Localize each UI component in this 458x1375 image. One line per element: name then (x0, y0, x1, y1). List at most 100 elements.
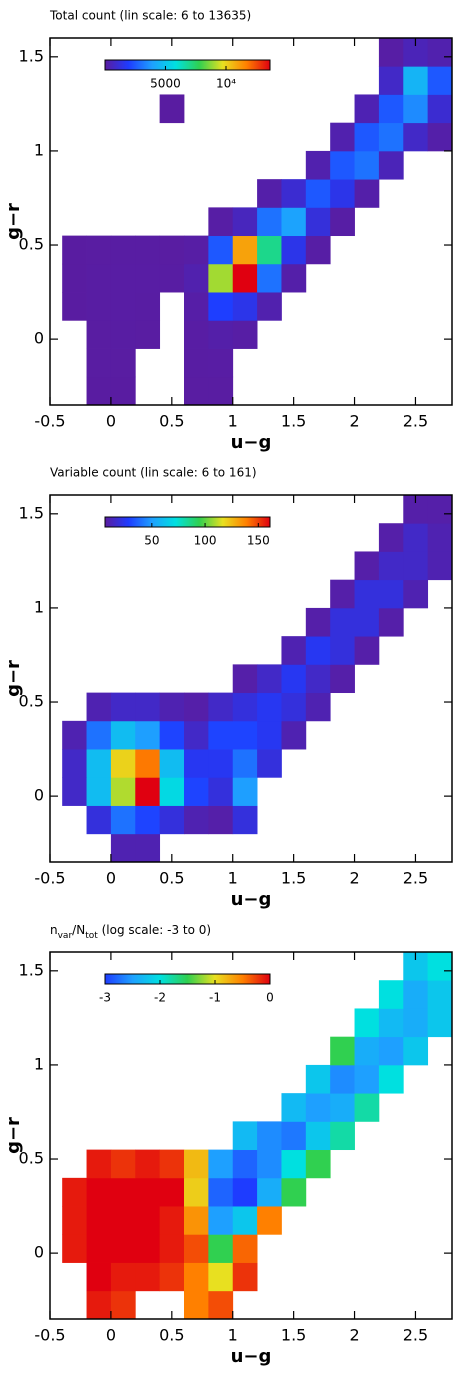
heat-cell (403, 122, 429, 152)
y-tick-label: 0.5 (19, 235, 44, 254)
heat-cell (403, 551, 429, 581)
colorbar (104, 516, 271, 528)
heat-cell (208, 348, 234, 378)
heat-cell (86, 348, 112, 378)
x-tick-label: 1.5 (281, 1326, 306, 1345)
heat-cell (257, 263, 282, 293)
heat-cell (281, 207, 307, 237)
heat-cell (184, 320, 209, 349)
heat-cell (378, 523, 404, 552)
x-tick-label: -0.5 (34, 869, 65, 888)
x-tick-label: 1 (228, 412, 238, 431)
colorbar (104, 973, 271, 985)
heat-cell (281, 692, 307, 722)
heat-cell (281, 636, 307, 665)
heat-cell (110, 320, 136, 349)
heat-cell (86, 1149, 112, 1179)
heat-cell (86, 805, 112, 835)
heat-cell (110, 1177, 136, 1207)
heat-cell (86, 376, 112, 406)
panel-title: Variable count (lin scale: 6 to 161) (50, 466, 257, 480)
heat-cell (232, 1262, 258, 1292)
y-axis-label: g−r (3, 203, 24, 240)
y-tick-label: 0.5 (19, 692, 44, 711)
colorbar-tick-label: -3 (99, 991, 111, 1005)
heat-cell (110, 833, 136, 863)
heat-cell (62, 263, 87, 293)
y-tick-label: 1 (34, 597, 44, 616)
heat-cell (232, 235, 258, 265)
heat-cell (305, 1149, 331, 1179)
heat-cell (135, 263, 161, 293)
heat-cell (257, 749, 282, 778)
heat-cell (305, 692, 331, 722)
heat-cell (208, 320, 234, 349)
heat-cell (427, 495, 453, 524)
heat-cell (330, 579, 355, 609)
heat-cell (159, 720, 185, 750)
heat-cell (135, 833, 161, 863)
heat-cell (354, 636, 380, 665)
heat-cell (257, 292, 282, 321)
heat-cell (403, 980, 429, 1009)
x-tick-label: 1 (228, 1326, 238, 1345)
heat-cell (184, 348, 209, 378)
heat-cell (184, 1177, 209, 1207)
y-tick-label: 1 (34, 140, 44, 159)
y-tick-label: 0 (34, 329, 44, 348)
heat-cell (208, 1262, 234, 1292)
heat-cell (232, 1206, 258, 1235)
heat-cell (281, 1177, 307, 1207)
heat-cell (159, 692, 185, 722)
heat-cell (330, 207, 355, 237)
heat-cell (159, 777, 185, 806)
heat-cell (86, 292, 112, 321)
heat-cell (330, 1036, 355, 1066)
heat-cell (184, 263, 209, 293)
heat-cell (135, 235, 161, 265)
heat-cell (159, 1262, 185, 1292)
heat-cell (257, 1177, 282, 1207)
y-tick-label: 0 (34, 1243, 44, 1262)
heat-cell (232, 263, 258, 293)
x-tick-label: 0.5 (159, 1326, 184, 1345)
heat-cell (378, 551, 404, 581)
panel-title: Total count (lin scale: 6 to 13635) (49, 9, 251, 23)
heat-cell (208, 376, 234, 406)
heat-cell (378, 122, 404, 152)
heat-cell (305, 150, 331, 180)
heat-cell (232, 1149, 258, 1179)
heat-cell (184, 720, 209, 750)
heat-cell (403, 1008, 429, 1038)
colorbar-tick-label: 0 (266, 991, 274, 1005)
heat-cell (427, 38, 453, 67)
heat-cell (378, 980, 404, 1009)
heat-cell (305, 1121, 331, 1151)
heat-cell (330, 179, 355, 208)
x-tick-label: 2 (349, 1326, 359, 1345)
heat-cell (427, 1008, 453, 1038)
heat-cell (378, 607, 404, 637)
heat-cell (86, 235, 112, 265)
heat-cell (378, 94, 404, 124)
heat-cell (135, 749, 161, 778)
heat-cell (208, 805, 234, 835)
heat-cell (86, 720, 112, 750)
heat-cell (427, 523, 453, 552)
heat-cell (159, 805, 185, 835)
heat-cell (330, 1064, 355, 1094)
heat-cell (86, 1177, 112, 1207)
heat-cell (257, 1149, 282, 1179)
heat-cell (378, 1008, 404, 1038)
plot-frame (49, 951, 453, 1320)
heat-cell (208, 207, 234, 237)
heat-cell (403, 66, 429, 95)
heat-cell (305, 1093, 331, 1122)
y-tick-label: 1.5 (19, 503, 44, 522)
x-tick-label: 2.5 (403, 412, 428, 431)
heat-cell (110, 1262, 136, 1292)
heat-cell (281, 179, 307, 208)
heat-cell (257, 179, 282, 208)
heat-cell (110, 1290, 136, 1320)
heat-cell (330, 636, 355, 665)
